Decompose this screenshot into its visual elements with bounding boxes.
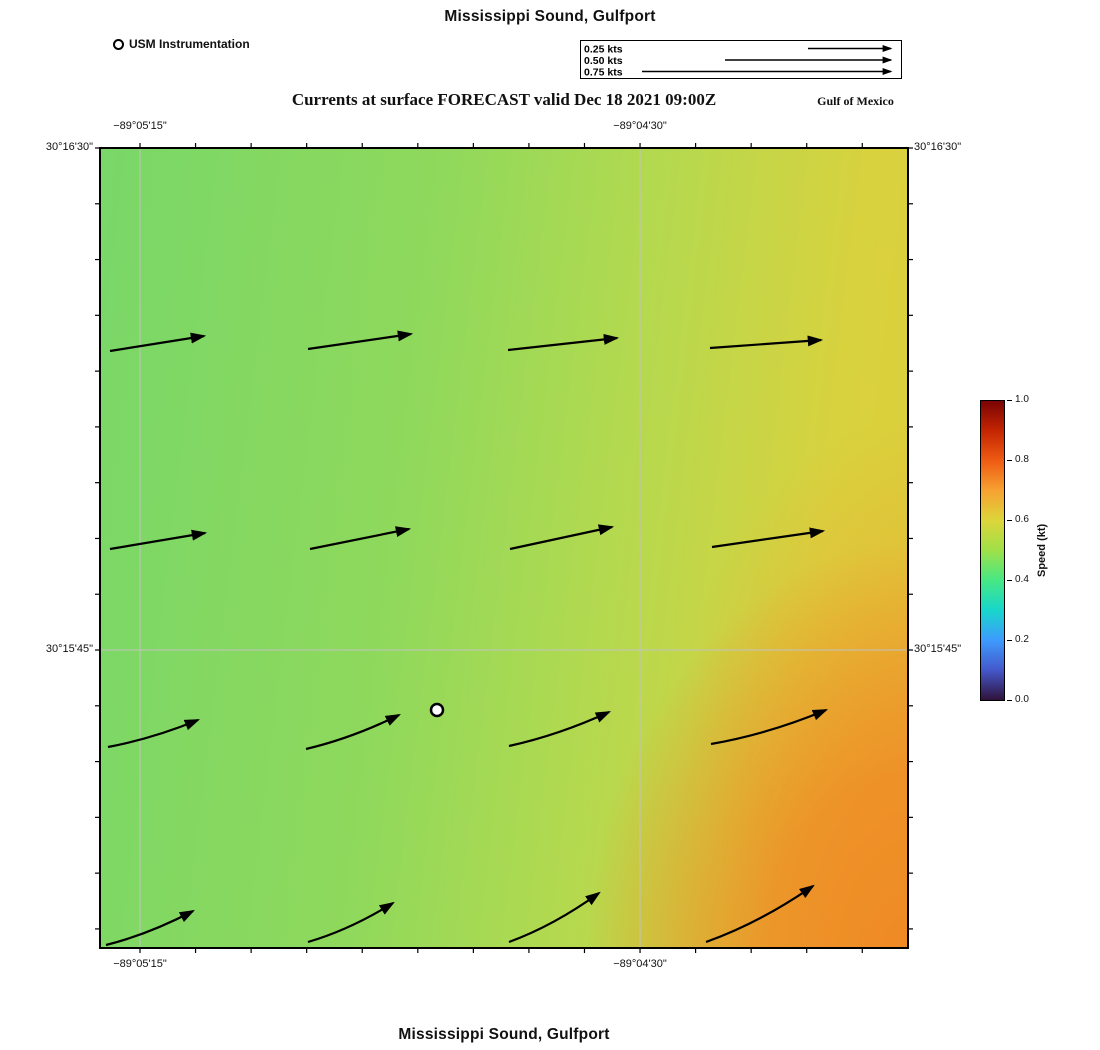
gridlines bbox=[100, 148, 908, 948]
colorbar bbox=[980, 400, 1005, 701]
colorbar-tick-label: 0.4 bbox=[1015, 574, 1029, 585]
lon-tick-label-bottom: −89°04'30" bbox=[613, 958, 667, 970]
colorbar-tick bbox=[1007, 459, 1012, 461]
colorbar-tick bbox=[1007, 579, 1012, 581]
scale-item-label: 0.50 kts bbox=[584, 55, 623, 67]
current-vector-arrow bbox=[107, 718, 201, 749]
frame-ticks bbox=[95, 143, 913, 953]
colorbar-title: Speed (kt) bbox=[1036, 523, 1048, 578]
current-vector-arrow bbox=[507, 333, 620, 352]
colorbar-tick bbox=[1007, 699, 1012, 701]
forecast-subtitle: Currents at surface FORECAST valid Dec 1… bbox=[291, 90, 717, 109]
current-vector-arrow bbox=[305, 714, 401, 751]
current-vector-arrow bbox=[309, 526, 412, 551]
region-label: Gulf of Mexico bbox=[817, 94, 894, 108]
current-vector-arrow bbox=[109, 529, 208, 551]
current-map-svg bbox=[95, 143, 913, 953]
current-vector-arrow bbox=[508, 891, 601, 944]
lon-tick-label-top: −89°05'15" bbox=[113, 120, 167, 132]
current-vector-arrow bbox=[709, 335, 824, 350]
scale-item-label: 0.25 kts bbox=[584, 44, 623, 56]
current-vector-arrow bbox=[509, 524, 615, 551]
current-vector-arrow bbox=[710, 708, 829, 746]
page-title: Mississippi Sound, Gulfport bbox=[444, 8, 656, 25]
colorbar-tick-label: 0.0 bbox=[1015, 694, 1029, 705]
current-vector-arrow bbox=[307, 330, 414, 351]
colorbar-tick-label: 0.6 bbox=[1015, 514, 1029, 525]
lat-tick-label-left: 30°16'30" bbox=[45, 141, 93, 153]
vector-scale-legend: 0.25 kts 0.50 kts 0.75 kts bbox=[580, 40, 902, 79]
colorbar-tick bbox=[1007, 399, 1012, 401]
current-map bbox=[95, 143, 913, 953]
lat-tick-label-left: 30°15'45" bbox=[45, 643, 93, 655]
lat-tick-label-right: 30°16'30" bbox=[914, 141, 962, 153]
lon-tick-label-bottom: −89°05'15" bbox=[113, 958, 167, 970]
current-vector-arrow bbox=[109, 332, 207, 353]
current-vector-arrow bbox=[705, 884, 815, 944]
lon-tick-label-top: −89°04'30" bbox=[613, 120, 667, 132]
colorbar-tick bbox=[1007, 639, 1012, 641]
station-marker-icon bbox=[429, 702, 445, 718]
instrument-legend: USM Instrumentation bbox=[113, 37, 250, 51]
colorbar-tick bbox=[1007, 519, 1012, 521]
current-vectors bbox=[105, 330, 829, 947]
colorbar-tick-label: 0.2 bbox=[1015, 634, 1029, 645]
current-vector-arrow bbox=[105, 909, 195, 947]
colorbar-tick-label: 1.0 bbox=[1015, 394, 1029, 405]
bottom-page-title: Mississippi Sound, Gulfport bbox=[398, 1026, 610, 1043]
current-vector-arrow bbox=[508, 711, 611, 748]
instrument-marker-icon bbox=[113, 38, 124, 50]
current-vector-arrow bbox=[711, 527, 826, 549]
scale-item-label: 0.75 kts bbox=[584, 67, 623, 79]
map-frame bbox=[99, 147, 909, 949]
lat-tick-label-right: 30°15'45" bbox=[914, 643, 962, 655]
colorbar-tick-label: 0.8 bbox=[1015, 454, 1029, 465]
instrument-legend-label: USM Instrumentation bbox=[129, 37, 250, 51]
current-vector-arrow bbox=[307, 901, 395, 944]
